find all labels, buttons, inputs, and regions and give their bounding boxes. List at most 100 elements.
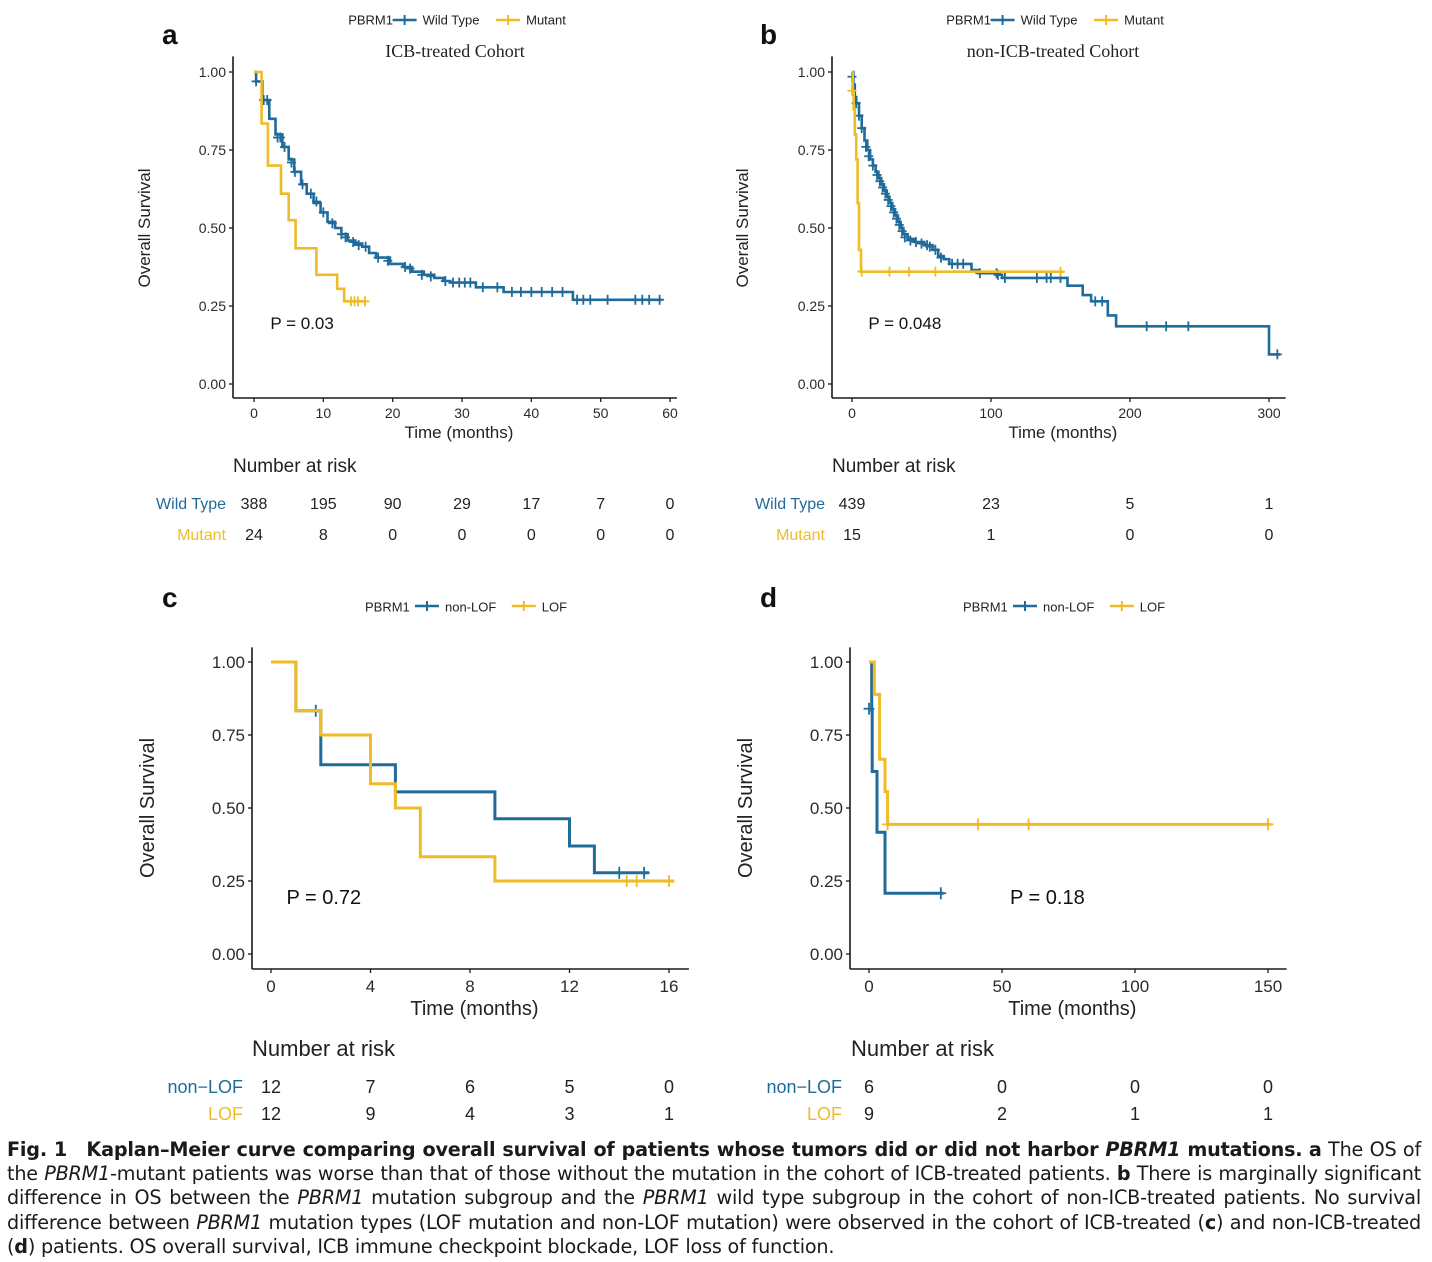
y-tick-label: 0.50 [199,220,226,236]
risk-table-title: Number at risk [851,1036,995,1061]
panel-letter: b [760,19,777,50]
risk-row-label: Wild Type [156,496,226,513]
risk-value: 0 [664,1077,674,1097]
caption-gene: PBRM1 [1105,1138,1181,1161]
risk-value: 23 [982,496,1000,513]
p-value: P = 0.03 [270,314,334,333]
x-tick-label: 50 [593,405,609,421]
x-tick-label: 10 [316,405,332,421]
risk-row: Mutant 15 1 0 0 [776,527,1273,544]
series-lof [271,660,675,887]
x-tick-label: 12 [560,977,579,996]
risk-row: Wild Type 388 195 90 29 17 7 0 [156,496,675,513]
panel-letter: d [760,582,777,613]
chart-title: non-ICB-treated Cohort [967,41,1139,61]
risk-value: 9 [864,1104,874,1124]
risk-row-label: Mutant [776,527,825,544]
x-axis-title: Time (months) [410,998,538,1020]
series-mutant [847,70,1065,277]
caption-gene: PBRM1 [642,1186,709,1210]
series-lof [869,660,1274,831]
p-value: P = 0.18 [1010,887,1085,909]
risk-value: 15 [843,527,861,544]
series-non-lof [863,660,947,900]
risk-value: 0 [997,1077,1007,1097]
y-tick-label: 1.00 [199,64,226,80]
risk-value: 0 [666,527,675,544]
risk-value: 6 [864,1077,874,1097]
x-tick-label: 4 [366,977,375,996]
y-tick-label: 0.00 [798,376,825,392]
x-tick-label: 50 [993,977,1012,996]
survival-curve [869,660,944,895]
legend-label: non-LOF [445,599,496,614]
legend: PBRM1 non-LOF LOF [365,599,567,614]
chart-panel-b: b PBRM1 Wild Type Mutant non-ICB-treated Coh… [733,13,1286,544]
risk-value: 4 [465,1104,475,1124]
survival-curve [254,70,367,303]
legend-label: non-LOF [1043,599,1094,614]
caption-letter-a: a [1308,1138,1322,1161]
p-value: P = 0.72 [286,887,361,909]
y-tick-label: 0.75 [798,142,825,158]
legend-label: Mutant [1124,13,1164,28]
risk-value: 1 [987,527,996,544]
series-mutant [254,70,370,307]
legend-key-non-lof: non-LOF [415,599,496,614]
x-tick-label: 150 [1254,977,1282,996]
legend-title: PBRM1 [946,13,991,28]
y-tick-label: 0.25 [798,298,825,314]
risk-row: Mutant 24 8 0 0 0 0 0 [177,527,674,544]
risk-value: 7 [365,1077,375,1097]
y-tick-label: 0.25 [810,872,843,891]
risk-value: 3 [564,1104,574,1124]
risk-row-label: LOF [807,1104,842,1124]
caption-gene: PBRM1 [297,1186,364,1210]
caption-text: There is marginally significant differen… [7,1162,1421,1210]
risk-value: 0 [458,527,467,544]
y-tick-label: 1.00 [810,653,843,672]
risk-row-label: Wild Type [755,496,825,513]
x-tick-label: 0 [266,977,275,996]
legend: PBRM1 Wild Type Mutant [348,13,566,28]
risk-row: LOF 9 2 1 1 [807,1104,1273,1124]
x-tick-label: 200 [1118,405,1142,421]
y-tick-label: 0.75 [212,726,245,745]
y-axis-title: Overall Survival [733,168,752,287]
legend-title: PBRM1 [348,13,393,28]
y-tick-label: 0.00 [212,945,245,964]
survival-curve [851,70,1064,273]
caption-text: mutation types (LOF mutation and non-LOF… [262,1210,1205,1234]
risk-row: LOF 12 9 4 3 1 [208,1104,674,1124]
chart-panel-c: c PBRM1 non-LOF LOF 0.00 0.25 0.50 0.75 1.00 0 4 8 1… [137,582,689,1124]
survival-curve [852,70,1281,356]
risk-value: 388 [241,496,268,513]
panel-letter: c [162,582,178,613]
caption-text: ) and non-ICB-treated ( [7,1210,1421,1258]
legend-label: Wild Type [1021,13,1078,28]
x-tick-label: 8 [465,977,474,996]
risk-row: Wild Type 439 23 5 1 [755,496,1274,513]
risk-value: 0 [527,527,536,544]
y-tick-label: 1.00 [212,653,245,672]
caption-title-text: Kaplan–Meier curve comparing overall sur… [86,1138,1106,1161]
legend-key-lof: LOF [511,599,567,614]
legend-label: Mutant [526,13,566,28]
legend-key-mutant: Mutant [496,13,566,28]
caption-gene: PBRM1 [44,1162,111,1186]
legend-key-wild-type: Wild Type [392,13,479,28]
x-tick-label: 40 [524,405,540,421]
risk-value: 0 [596,527,605,544]
y-tick-label: 0.50 [810,799,843,818]
y-tick-label: 0.75 [199,142,226,158]
x-tick-label: 0 [250,405,258,421]
caption-text: -mutant patients was worse than that of … [110,1162,1117,1186]
risk-value: 439 [839,496,866,513]
risk-table-title: Number at risk [832,456,956,477]
risk-value: 90 [384,496,402,513]
panel-letter: a [162,19,178,50]
risk-row: non−LOF 6 0 0 0 [766,1077,1273,1097]
survival-curve [271,660,650,875]
y-tick-label: 0.00 [810,945,843,964]
